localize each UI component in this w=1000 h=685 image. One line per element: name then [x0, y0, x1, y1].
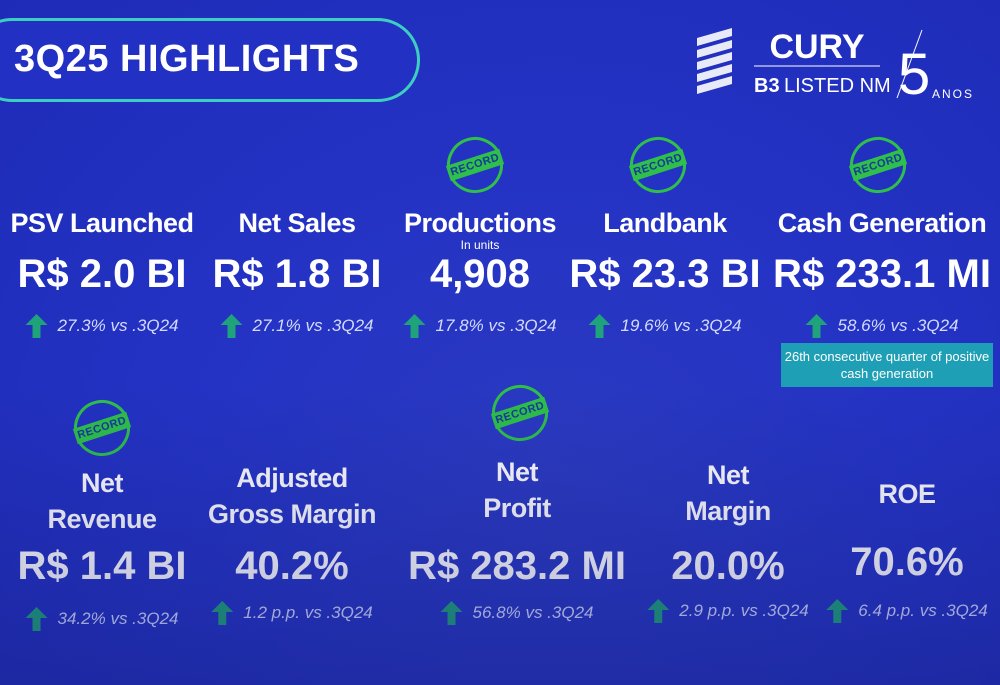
metric-change: 1.2 p.p. vs .3Q24 [211, 601, 373, 625]
up-arrow [25, 607, 48, 631]
metric-value: R$ 2.0 BI [17, 252, 187, 296]
metric-value: R$ 233.1 MI [773, 252, 991, 296]
years: 5 [898, 42, 930, 107]
record-text: RECORD [628, 148, 688, 182]
up-arrow [25, 314, 48, 338]
record-badge: RECORD [622, 129, 694, 201]
metric-change: 34.2% vs .3Q24 [25, 607, 179, 631]
metric-change: 17.8% vs .3Q24 [403, 314, 557, 338]
metric-label: Profit [483, 493, 551, 523]
metric-label: PSV Launched [10, 208, 194, 238]
metric-change: 58.6% vs .3Q24 [805, 314, 959, 338]
metric-label: Cash Generation [777, 208, 987, 238]
metric-label: Gross Margin [207, 499, 377, 529]
change-text: 6.4 p.p. vs .3Q24 [858, 601, 988, 620]
metric-label: Revenue [47, 504, 157, 534]
record-text: RECORD [72, 411, 132, 445]
title: 3Q25 HIGHLIGHTS [14, 38, 360, 80]
metric-label: Adjusted [236, 463, 348, 493]
metric-value: R$ 283.2 MI [408, 544, 626, 588]
metric-value: 4,908 [429, 252, 531, 296]
up-arrow [647, 599, 670, 623]
title-pill [0, 18, 420, 102]
metric-value: R$ 23.3 BI [569, 252, 761, 296]
record-text: RECORD [490, 396, 550, 430]
listing-bold: B3 [754, 75, 780, 97]
metric-change: 27.3% vs .3Q24 [25, 314, 179, 338]
metric-value: 40.2% [235, 544, 349, 588]
logo: CURY B3 LISTED NM 5 ANOS [697, 28, 974, 107]
change-text: 1.2 p.p. vs .3Q24 [243, 603, 373, 622]
years-label: ANOS [932, 87, 974, 101]
change-text: 56.8% vs .3Q24 [472, 603, 594, 622]
metric-change: 2.9 p.p. vs .3Q24 [647, 599, 809, 623]
metric-label: Net [80, 468, 124, 498]
metric-label: Net [706, 460, 750, 490]
metric-label: Productions [403, 208, 557, 238]
metric-change: 56.8% vs .3Q24 [440, 601, 594, 625]
change-text: 17.8% vs .3Q24 [435, 316, 557, 335]
metric-value: 70.6% [850, 540, 964, 584]
up-arrow [403, 314, 426, 338]
record-badge: RECORD [66, 392, 138, 464]
record-badge: RECORD [439, 129, 511, 201]
change-text: 27.3% vs .3Q24 [57, 316, 179, 335]
up-arrow [805, 314, 828, 338]
up-arrow [588, 314, 611, 338]
metric-label: Net Sales [238, 208, 356, 238]
change-text: 58.6% vs .3Q24 [837, 316, 959, 335]
metric-change: 27.1% vs .3Q24 [220, 314, 374, 338]
listing: LISTED NM [784, 75, 891, 97]
change-text: 27.1% vs .3Q24 [252, 316, 374, 335]
up-arrow [211, 601, 234, 625]
up-arrow [826, 599, 849, 623]
record-badge: RECORD [484, 377, 556, 449]
metric-change: 19.6% vs .3Q24 [588, 314, 742, 338]
up-arrow [440, 601, 463, 625]
metric-label: Margin [685, 496, 771, 526]
metric-label: Landbank [603, 208, 727, 238]
record-text: RECORD [848, 148, 908, 182]
metric-label: Net [495, 457, 539, 487]
record-badge: RECORD [842, 129, 914, 201]
metric-value: R$ 1.4 BI [17, 544, 187, 588]
change-text: 19.6% vs .3Q24 [620, 316, 742, 335]
metric-value: 20.0% [671, 544, 785, 588]
metric-label: ROE [878, 479, 936, 509]
note-box: 26th consecutive quarter of positive cas… [781, 343, 993, 387]
metric-sublabel: In units [460, 238, 500, 252]
metric-change: 6.4 p.p. vs .3Q24 [826, 599, 988, 623]
brand: CURY [769, 28, 864, 66]
change-text: 2.9 p.p. vs .3Q24 [679, 601, 809, 620]
record-text: RECORD [445, 148, 505, 182]
up-arrow [220, 314, 243, 338]
change-text: 34.2% vs .3Q24 [57, 609, 179, 628]
metric-value: R$ 1.8 BI [212, 252, 382, 296]
